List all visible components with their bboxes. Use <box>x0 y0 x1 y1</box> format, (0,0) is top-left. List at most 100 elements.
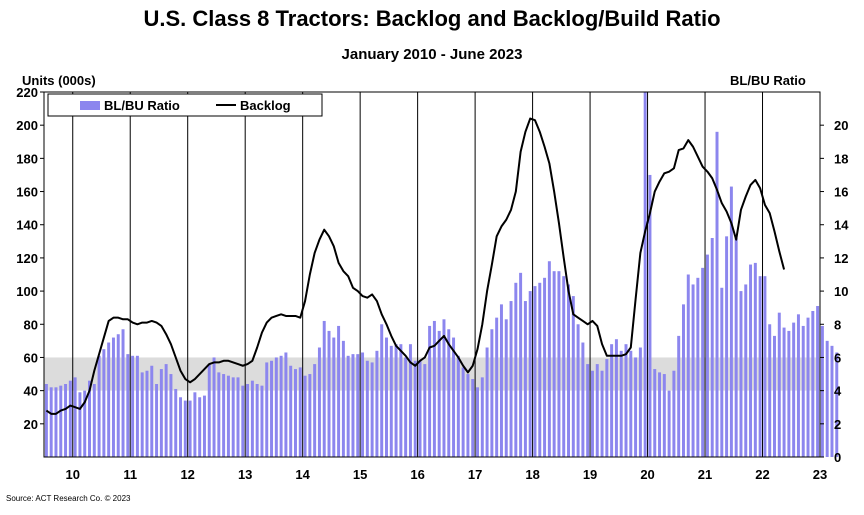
ratio-bar <box>49 387 53 457</box>
ratio-bar <box>753 262 757 457</box>
reference-band <box>44 357 820 391</box>
ratio-bar <box>327 330 331 457</box>
left-tick-label: 220 <box>16 85 38 100</box>
ratio-bar <box>643 92 647 457</box>
left-tick-label: 40 <box>24 384 38 399</box>
ratio-bar <box>428 325 432 457</box>
ratio-bar <box>710 238 714 457</box>
ratio-bar <box>600 370 604 457</box>
ratio-bar <box>179 397 182 457</box>
ratio-bar <box>370 362 374 457</box>
ratio-bar <box>835 352 839 457</box>
ratio-bar <box>576 324 580 457</box>
ratio-bar <box>744 284 748 457</box>
chart-title: U.S. Class 8 Tractors: Backlog and Backl… <box>143 6 721 31</box>
ratio-bar <box>782 327 786 457</box>
left-axis-ticks: 20 40 60 80 100 120 140 160 180 200 220 <box>16 85 44 432</box>
ratio-bar <box>408 344 412 457</box>
ratio-bar <box>768 324 772 457</box>
ratio-bar <box>308 374 312 457</box>
year-separators <box>72 92 764 457</box>
legend-label-ratio: BL/BU Ratio <box>104 98 180 113</box>
left-tick-label: 160 <box>16 185 38 200</box>
ratio-bar <box>792 322 796 457</box>
x-tick-label: 11 <box>123 467 137 482</box>
ratio-bar <box>198 397 202 457</box>
ratio-bar <box>619 350 623 457</box>
ratio-bar <box>581 342 585 457</box>
ratio-bar <box>466 374 470 457</box>
ratio-bar <box>389 345 393 457</box>
ratio-bar <box>653 369 657 457</box>
ratio-bar <box>207 364 211 457</box>
ratio-bar <box>787 330 791 457</box>
ratio-bar <box>265 362 269 457</box>
ratio-bar <box>337 325 341 457</box>
x-tick-label: 22 <box>755 467 769 482</box>
left-tick-label: 200 <box>16 118 38 133</box>
ratio-bar <box>552 271 556 457</box>
ratio-bar <box>59 385 63 457</box>
ratio-bar <box>346 355 350 457</box>
ratio-bar <box>111 337 115 457</box>
ratio-bar <box>303 375 307 457</box>
ratio-bar <box>423 364 427 457</box>
ratio-bar <box>255 384 259 457</box>
ratio-bar <box>485 347 489 457</box>
ratio-bar <box>677 335 681 457</box>
ratio-bar <box>638 347 642 457</box>
ratio-bar <box>164 364 168 457</box>
left-tick-label: 120 <box>16 251 38 266</box>
ratio-bar <box>480 377 484 457</box>
x-axis-ticks: 10 11 12 13 14 15 16 17 18 19 20 21 22 23 <box>66 467 828 482</box>
ratio-bar <box>135 355 139 457</box>
ratio-bar <box>586 364 590 457</box>
x-tick-label: 10 <box>66 467 80 482</box>
ratio-bar <box>361 352 365 457</box>
ratio-bar <box>150 365 154 457</box>
ratio-bar <box>682 304 685 457</box>
ratio-bar <box>332 337 336 457</box>
ratio-bar <box>212 357 216 457</box>
bars-layer <box>44 92 839 457</box>
ratio-bar <box>246 384 250 457</box>
ratio-bar <box>672 370 676 457</box>
right-tick-label: 8 <box>834 317 841 332</box>
ratio-bar <box>73 377 77 457</box>
ratio-bar <box>538 282 542 457</box>
legend-label-backlog: Backlog <box>240 98 291 113</box>
ratio-bar <box>777 312 781 457</box>
ratio-bar <box>471 379 475 457</box>
ratio-bar <box>509 301 513 457</box>
ratio-bar <box>83 390 87 457</box>
source-note: Source: ACT Research Co. © 2023 <box>6 494 131 503</box>
ratio-bar <box>629 350 633 457</box>
ratio-bar <box>557 271 561 457</box>
ratio-bar <box>351 354 355 457</box>
ratio-bar <box>658 372 662 457</box>
ratio-bar <box>145 370 149 457</box>
ratio-bar <box>734 238 738 457</box>
right-axis-label: BL/BU Ratio <box>730 73 806 88</box>
ratio-bar <box>720 287 724 457</box>
ratio-bar <box>562 276 566 457</box>
legend-box <box>47 93 323 117</box>
left-tick-label: 80 <box>24 317 38 332</box>
ratio-bar <box>705 254 709 457</box>
ratio-bar <box>241 385 245 457</box>
ratio-bar <box>236 377 240 457</box>
ratio-bar <box>811 311 815 457</box>
right-axis-ticks: 0 2 4 6 8 10 12 14 16 18 20 <box>820 118 849 465</box>
ratio-bar <box>188 400 192 457</box>
ratio-bar <box>279 355 283 457</box>
left-tick-label: 60 <box>24 350 38 365</box>
x-tick-label: 15 <box>353 467 367 482</box>
left-axis-label: Units (000s) <box>22 73 96 88</box>
ratio-bar <box>88 380 91 457</box>
ratio-bar <box>605 359 609 457</box>
ratio-bar <box>341 340 345 457</box>
right-tick-label: 10 <box>834 284 848 299</box>
ratio-bar <box>533 286 537 457</box>
ratio-bar <box>375 350 379 457</box>
